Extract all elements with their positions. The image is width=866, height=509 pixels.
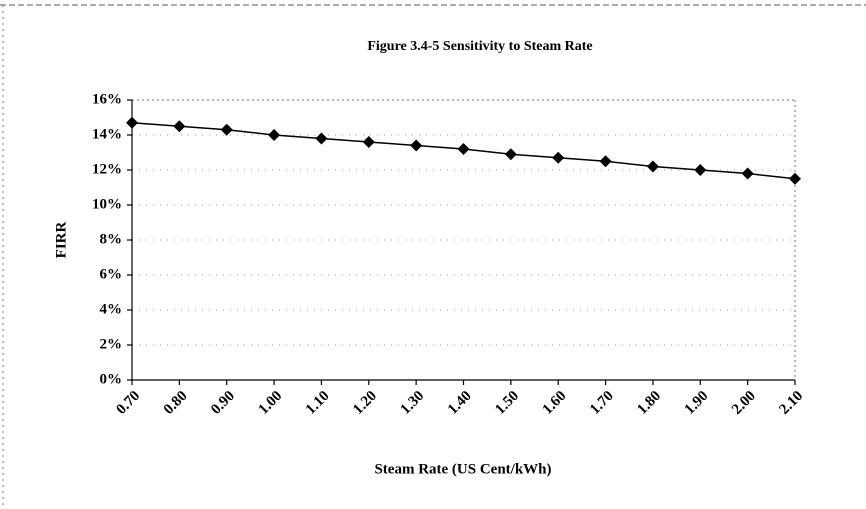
x-tick-label: 1.30 [398, 388, 428, 418]
data-marker [315, 132, 328, 145]
data-marker [552, 151, 565, 164]
data-marker [457, 143, 470, 155]
data-marker [789, 172, 801, 185]
data-marker [599, 155, 612, 168]
y-tick-label: 2% [100, 336, 123, 352]
y-tick-label: 8% [100, 231, 123, 247]
x-tick-label: 1.40 [445, 388, 475, 418]
data-marker [173, 120, 186, 133]
data-marker [362, 136, 375, 148]
chart-title: Figure 3.4-5 Sensitivity to Steam Rate [367, 39, 592, 54]
y-tick-label: 6% [100, 266, 123, 282]
x-tick-label: 1.10 [303, 388, 333, 418]
x-tick-label: 1.60 [540, 388, 570, 418]
x-tick-label: 0.70 [113, 388, 143, 418]
x-tick-label: 0.90 [208, 388, 238, 418]
y-tick-label: 16% [92, 91, 122, 107]
data-marker [268, 129, 281, 141]
data-marker [741, 167, 754, 180]
data-marker [504, 148, 517, 161]
x-tick-label: 1.50 [492, 388, 522, 418]
x-axis-label: Steam Rate (US Cent/kWh) [374, 461, 551, 477]
y-tick-label: 4% [100, 301, 123, 317]
x-tick-label: 1.80 [634, 388, 664, 418]
y-axis-label: FIRR [53, 222, 69, 259]
y-tick-label: 12% [92, 161, 122, 177]
data-marker [126, 116, 138, 129]
y-tick-label: 10% [92, 196, 122, 212]
x-tick-label: 2.00 [729, 388, 759, 418]
x-tick-label: 1.00 [255, 388, 285, 418]
x-tick-label: 2.10 [776, 388, 806, 418]
data-marker [646, 160, 659, 173]
data-marker [694, 164, 707, 176]
x-tick-label: 1.90 [682, 388, 712, 418]
x-tick-label: 1.70 [587, 388, 617, 418]
x-tick-label: 1.20 [350, 388, 380, 418]
y-tick-label: 0% [100, 371, 123, 387]
data-marker [410, 139, 423, 152]
data-marker [220, 123, 233, 136]
x-tick-label: 0.80 [161, 388, 191, 418]
y-tick-label: 14% [92, 126, 122, 142]
